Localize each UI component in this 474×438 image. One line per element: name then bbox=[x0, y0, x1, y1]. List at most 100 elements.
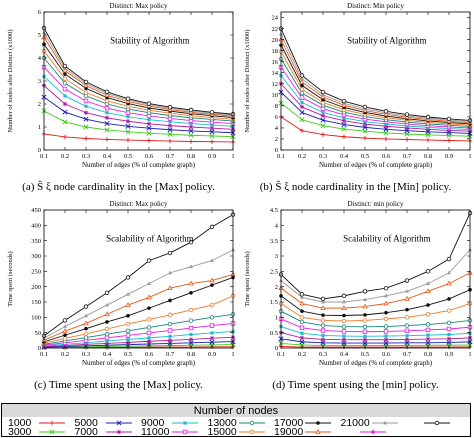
data-point bbox=[363, 119, 367, 124]
data-point bbox=[104, 137, 110, 142]
x-tick-label: 0.9 bbox=[445, 153, 453, 160]
data-point bbox=[167, 321, 173, 327]
data-point bbox=[299, 95, 305, 100]
chart-annotation: Stability of Algorithm bbox=[110, 36, 190, 46]
plot-frame bbox=[280, 209, 471, 349]
series-line-11000 bbox=[280, 318, 471, 333]
data-point bbox=[299, 109, 305, 115]
data-point bbox=[362, 340, 368, 346]
data-point bbox=[341, 102, 347, 108]
data-point bbox=[188, 240, 194, 245]
data-point bbox=[188, 307, 194, 313]
legend-marker bbox=[182, 429, 188, 435]
data-point bbox=[167, 131, 173, 137]
legend-label: 13000 bbox=[207, 417, 237, 429]
x-tick-label: 1 bbox=[468, 153, 471, 160]
data-point bbox=[384, 310, 388, 315]
x-tick-label: 0.8 bbox=[424, 351, 432, 358]
y-tick-label: 1.5 bbox=[270, 299, 278, 306]
data-point bbox=[188, 280, 194, 286]
data-point bbox=[299, 90, 305, 96]
y-tick-label: 350 bbox=[31, 238, 41, 245]
data-point bbox=[62, 119, 68, 125]
data-point bbox=[425, 137, 431, 143]
data-point bbox=[299, 87, 305, 92]
data-point bbox=[83, 136, 89, 141]
x-tick-label: 0.8 bbox=[187, 351, 195, 358]
y-tick-label: 6 bbox=[275, 114, 279, 121]
data-point bbox=[383, 316, 389, 322]
y-tick-label: 2 bbox=[275, 136, 278, 143]
legend-marker bbox=[434, 420, 440, 426]
legend-entry: 7000 bbox=[75, 427, 138, 438]
x-tick-label: 0.6 bbox=[145, 153, 154, 160]
data-point bbox=[188, 340, 194, 346]
data-point bbox=[63, 333, 67, 337]
data-point bbox=[425, 322, 431, 327]
data-point bbox=[188, 318, 194, 323]
data-point bbox=[426, 303, 430, 307]
data-point bbox=[362, 329, 368, 334]
x-axis-label: Number of edges (% of complete graph) bbox=[319, 359, 433, 367]
legend-label: 1000 bbox=[8, 417, 32, 429]
series-line-17000 bbox=[43, 277, 234, 343]
series-line-3000 bbox=[280, 102, 471, 137]
series-line-13000 bbox=[280, 58, 471, 127]
series-line-9000 bbox=[43, 330, 234, 347]
legend-label: 7000 bbox=[74, 426, 98, 438]
data-point bbox=[383, 300, 389, 306]
x-tick-label: 0.8 bbox=[424, 153, 432, 160]
data-point bbox=[383, 324, 389, 329]
legend-label: 21000 bbox=[340, 417, 370, 429]
legend-entry: 21000 bbox=[341, 418, 404, 429]
y-tick-label: 5 bbox=[38, 32, 41, 39]
y-tick-label: 3 bbox=[275, 253, 278, 260]
series-line-21000 bbox=[280, 249, 471, 303]
legend-entry: 11000 bbox=[141, 427, 204, 438]
data-point bbox=[299, 315, 305, 320]
data-point bbox=[362, 318, 368, 323]
data-point bbox=[342, 116, 346, 120]
data-point bbox=[320, 89, 326, 95]
data-point bbox=[83, 320, 89, 326]
data-point bbox=[404, 112, 410, 117]
legend-entry: 5000 bbox=[75, 418, 138, 429]
data-point bbox=[83, 79, 89, 85]
chart-svg-b: Distinct: Min policy 0.1 0.2 0.3 0.4 0.5 0.6 0.… bbox=[244, 2, 473, 169]
data-point bbox=[104, 89, 110, 95]
data-point bbox=[341, 318, 347, 324]
data-point bbox=[405, 307, 409, 312]
data-point bbox=[446, 280, 452, 286]
data-point bbox=[425, 114, 431, 120]
legend-swatch bbox=[371, 420, 398, 425]
data-point bbox=[320, 113, 326, 118]
data-point bbox=[168, 120, 172, 124]
data-point bbox=[125, 129, 131, 135]
data-point bbox=[299, 104, 305, 110]
data-point bbox=[425, 312, 431, 317]
data-point bbox=[125, 96, 131, 101]
y-tick-label: 4.5 bbox=[270, 207, 278, 214]
data-point bbox=[210, 123, 214, 127]
series-line-19000 bbox=[280, 272, 471, 309]
data-point bbox=[188, 337, 194, 342]
legend-swatch bbox=[305, 428, 331, 434]
data-point bbox=[320, 296, 326, 302]
data-point bbox=[362, 121, 368, 127]
data-point bbox=[125, 302, 131, 307]
caption-a: (a) Ŝ ξ node cardinality in the [Max] po… bbox=[22, 181, 215, 193]
legend-label: 9000 bbox=[141, 417, 165, 429]
data-point bbox=[341, 329, 347, 334]
y-axis-label: Time spent (seconds) bbox=[7, 251, 14, 306]
series-line-23000 bbox=[43, 214, 234, 337]
chart-panel-d: Distinct: min policy 0.1 0.2 0.3 0.4 0.5 0.6 0.… bbox=[237, 198, 474, 378]
legend-swatch bbox=[424, 420, 450, 426]
data-point bbox=[125, 137, 131, 143]
chart-title: Distinct: Max policy bbox=[110, 200, 168, 208]
data-point bbox=[320, 93, 326, 99]
series-line-5000 bbox=[280, 91, 471, 134]
series-line-5000 bbox=[280, 338, 471, 344]
data-point bbox=[104, 335, 110, 341]
data-point bbox=[383, 285, 389, 291]
caption-d: (d) Time spent using the [min] policy. bbox=[272, 379, 439, 391]
